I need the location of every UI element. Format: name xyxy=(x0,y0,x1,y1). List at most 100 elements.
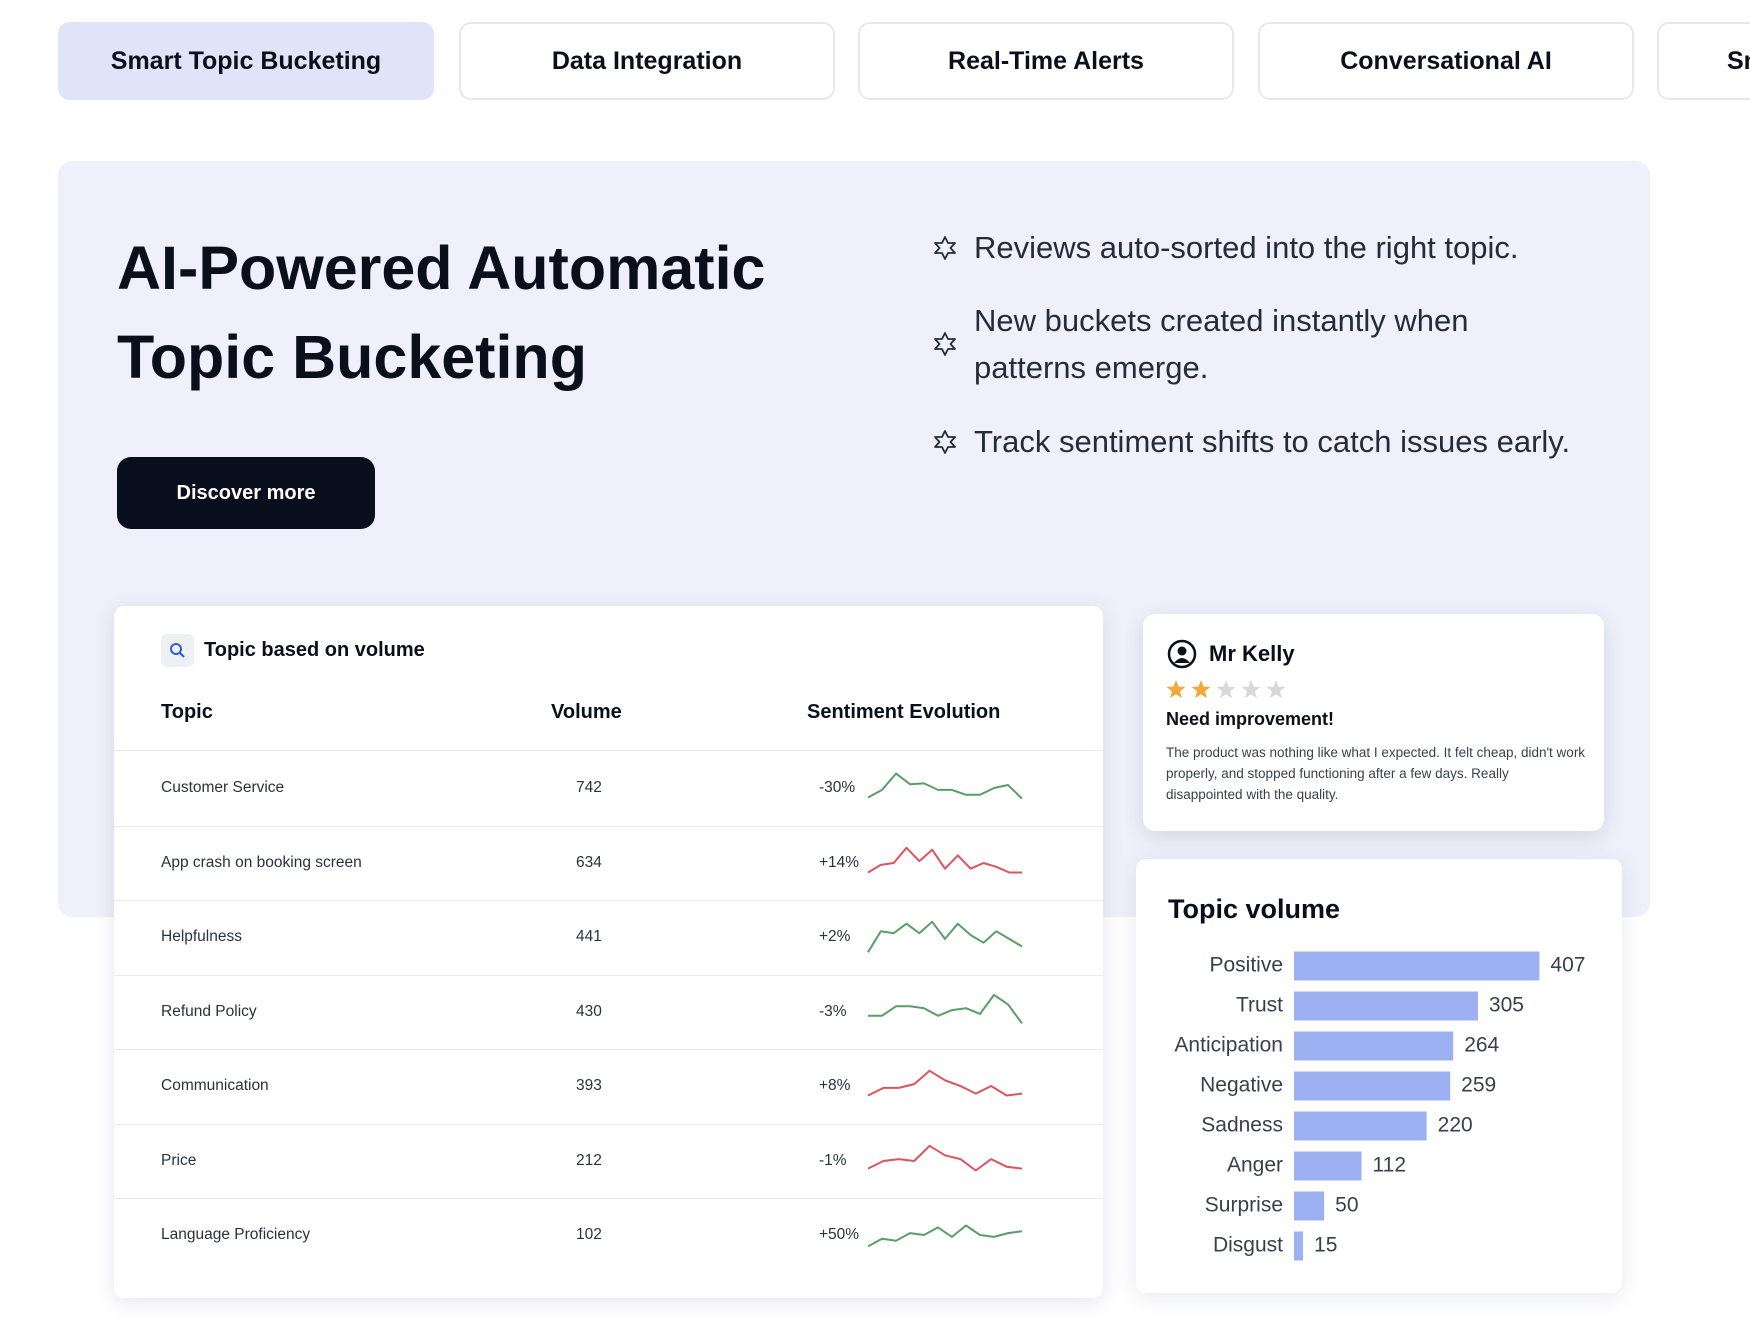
search-icon xyxy=(161,634,194,667)
change-cell: -1% xyxy=(819,1151,847,1169)
topic-volume-card: Topic volume Positive 407 Trust 305 Anticipa… xyxy=(1136,859,1622,1293)
review-heading: Need improvement! xyxy=(1166,709,1335,729)
tab[interactable]: Data Integration xyxy=(459,22,835,100)
topic-cell: Helpfulness xyxy=(161,928,242,945)
review-text: The product was nothing like what I expe… xyxy=(1166,745,1586,802)
bar xyxy=(1294,1191,1325,1221)
column-header: Sentiment Evolution xyxy=(807,701,1001,723)
value-label: 264 xyxy=(1464,1034,1499,1057)
table-title: Topic based on volume xyxy=(204,639,425,661)
change-cell: -3% xyxy=(819,1002,847,1020)
reviewer-name: Mr Kelly xyxy=(1209,641,1295,666)
star-outline xyxy=(934,235,956,260)
sparkline-path xyxy=(867,846,1022,873)
hero-title: AI-Powered Automatic Topic Bucketing xyxy=(117,234,766,391)
value-label: 305 xyxy=(1489,994,1524,1017)
value-label: 15 xyxy=(1314,1234,1337,1257)
sparkline-path xyxy=(867,920,1023,953)
topic-cell: App crash on booking screen xyxy=(161,853,362,871)
category-label: Positive xyxy=(1209,954,1283,977)
tab[interactable]: Real-Time Alerts xyxy=(858,22,1234,100)
bullet: Reviews auto-sorted into the right topic… xyxy=(932,224,1632,271)
bar xyxy=(1294,951,1540,981)
topic-cell: Communication xyxy=(161,1077,269,1094)
bar xyxy=(1294,991,1478,1021)
sparkline xyxy=(867,920,1023,953)
tab[interactable]: Sm xyxy=(1657,22,1750,100)
category-label: Anger xyxy=(1227,1154,1283,1177)
topic-table-card: Topic based on volume Topic Volume Senti… xyxy=(114,606,1103,1298)
sparkline-path xyxy=(867,772,1023,800)
rating-stars xyxy=(1166,680,1286,699)
value-label: 220 xyxy=(1438,1114,1473,1137)
tab[interactable]: Smart Topic Bucketing xyxy=(58,22,434,100)
bar xyxy=(1294,1071,1451,1101)
star-empty xyxy=(1266,680,1286,699)
category-label: Disgust xyxy=(1213,1234,1283,1257)
sparkline xyxy=(868,993,1023,1024)
star-empty xyxy=(1241,680,1261,699)
sparkline-path xyxy=(868,993,1023,1024)
category-label: Negative xyxy=(1200,1074,1283,1097)
value-label: 50 xyxy=(1335,1194,1358,1217)
star-filled xyxy=(1166,680,1186,699)
bullet: New buckets created instantly when patte… xyxy=(932,297,1492,391)
user-icon xyxy=(1167,639,1197,669)
volume-cell: 634 xyxy=(576,853,602,871)
sparkline-path xyxy=(867,1144,1023,1171)
search-glyph xyxy=(170,643,185,658)
volume-cell: 441 xyxy=(576,928,602,945)
category-label: Sadness xyxy=(1201,1114,1283,1137)
topic-cell: Price xyxy=(161,1151,197,1169)
bar xyxy=(1294,1031,1454,1061)
change-cell: +50% xyxy=(819,1226,860,1243)
row-divider xyxy=(114,1198,1103,1199)
sparkline-path xyxy=(867,1069,1023,1097)
column-header: Volume xyxy=(551,701,622,723)
topic-cell: Customer Service xyxy=(161,779,285,796)
bar-chart: Positive 407 Trust 305 Anticipation 264 Negati… xyxy=(1174,951,1585,1261)
bar xyxy=(1294,1231,1304,1261)
review-card: Mr Kelly Need improvement! The product w… xyxy=(1143,614,1604,831)
volume-cell: 430 xyxy=(576,1002,602,1020)
topic-cell: Language Proficiency xyxy=(161,1226,311,1243)
volume-cell: 742 xyxy=(576,779,602,796)
sparkline xyxy=(867,846,1022,873)
star-outline xyxy=(934,429,956,454)
discover-button[interactable]: Discover more xyxy=(117,457,375,529)
category-label: Trust xyxy=(1236,994,1283,1017)
star-filled xyxy=(1191,680,1211,699)
star-outline xyxy=(934,332,956,356)
change-cell: -30% xyxy=(819,779,856,796)
bullet-text: Reviews auto-sorted into the right topic… xyxy=(974,230,1519,265)
bar xyxy=(1294,1111,1427,1141)
row-divider xyxy=(114,825,1103,827)
category-label: Anticipation xyxy=(1174,1034,1283,1057)
bullet-text: Track sentiment shifts to catch issues e… xyxy=(974,424,1571,459)
volume-cell: 102 xyxy=(576,1226,602,1243)
sparkline xyxy=(867,1144,1023,1171)
change-cell: +2% xyxy=(819,928,851,945)
topic-cell: Refund Policy xyxy=(161,1002,257,1020)
volume-cell: 212 xyxy=(576,1151,602,1169)
star-icon xyxy=(934,429,956,454)
star-icon xyxy=(934,332,956,356)
star-empty xyxy=(1216,680,1236,699)
sparkline xyxy=(867,1069,1023,1097)
row-divider xyxy=(114,1123,1103,1125)
sparkline xyxy=(867,1224,1023,1248)
volume-cell: 393 xyxy=(576,1077,602,1094)
change-cell: +14% xyxy=(819,853,860,871)
bar xyxy=(1294,1151,1362,1181)
change-cell: +8% xyxy=(819,1077,851,1094)
bullet: Track sentiment shifts to catch issues e… xyxy=(932,418,1632,465)
chart-title: Topic volume xyxy=(1168,894,1341,924)
tab[interactable]: Conversational AI xyxy=(1258,22,1634,100)
sparkline-path xyxy=(867,1224,1023,1248)
category-label: Surprise xyxy=(1205,1194,1283,1217)
star-icon xyxy=(934,235,956,260)
row-divider xyxy=(114,974,1103,976)
value-label: 407 xyxy=(1550,954,1585,977)
value-label: 112 xyxy=(1373,1154,1406,1177)
